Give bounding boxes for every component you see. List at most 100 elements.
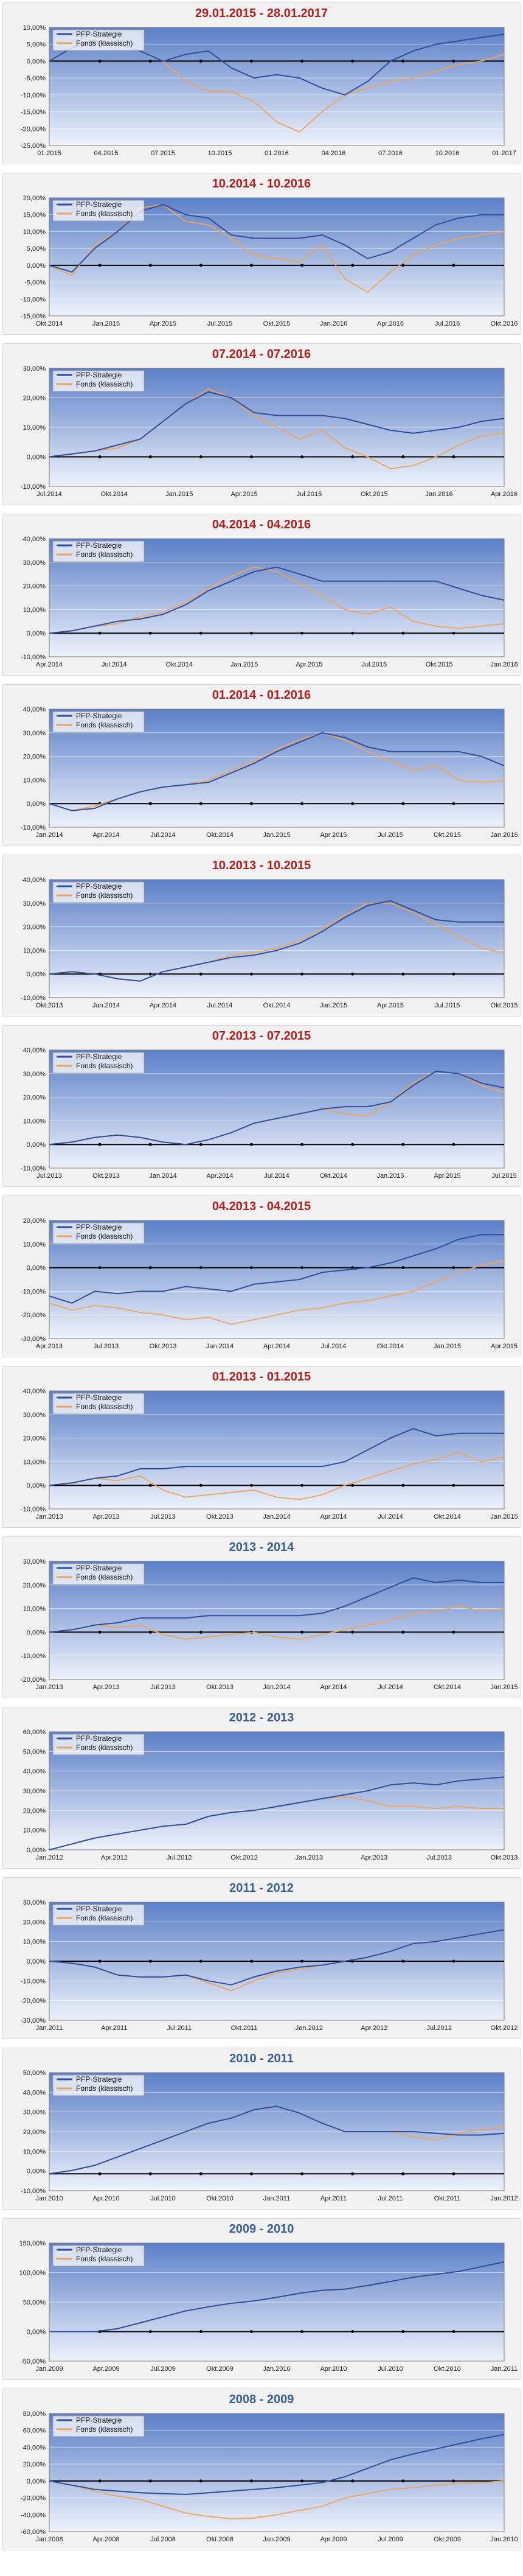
zero-line-marker (452, 802, 455, 805)
zero-line-marker (148, 264, 152, 267)
series-line-fonds (49, 388, 505, 469)
zero-line-marker (199, 59, 203, 63)
series-line-fonds (49, 1260, 505, 1325)
zero-line-marker (300, 1143, 304, 1146)
zero-line-marker (249, 2479, 253, 2483)
zero-line-marker (351, 1266, 355, 1270)
y-tick-label: 10,00% (23, 606, 46, 614)
chart-svg: 40,00%30,00%20,00%10,00%0,00%-10,00%Jan.… (21, 706, 518, 839)
y-tick-label: -10,00% (21, 654, 46, 661)
zero-line-marker (351, 972, 355, 976)
y-tick-label: 0,00% (27, 1847, 46, 1854)
zero-line-marker (401, 802, 405, 805)
legend-label: PFP-Strategie (76, 1905, 122, 1913)
chart-title: 07.2013 - 07.2015 (212, 1029, 311, 1043)
chart-title: 2011 - 2012 (229, 1881, 294, 1895)
y-tick-label: -20,00% (21, 125, 46, 133)
zero-line-marker (452, 1959, 455, 1963)
zero-line-marker (401, 631, 405, 635)
x-tick-label: Okt.2014 (320, 1172, 347, 1180)
legend-label: PFP-Strategie (76, 712, 122, 720)
x-tick-label: Jul.2014 (36, 491, 62, 498)
chart-svg: 30,00% 20,00% 10,00% 0,00% -10,00% -20,00% -30… (21, 1899, 518, 2032)
y-tick-label: 50,00% (23, 2299, 46, 2306)
x-tick-label: Apr.2014 (263, 1343, 290, 1350)
chart-svg: 80,00% 60,00% 40,00% 20,00% 0,00% -20,00% -40,… (21, 2410, 518, 2543)
x-tick-label: Jul.2013 (36, 1172, 62, 1180)
zero-line-marker (148, 631, 152, 635)
series-line-pfp-strategie (49, 1577, 504, 1633)
chart-svg: 40,00%30,00%20,00%10,00%0,00%-10,00%Jan.… (21, 1388, 518, 1521)
zero-line-marker (98, 1959, 102, 1963)
zero-line-marker (452, 264, 455, 267)
chart-panel: 01.2013 - 01.2015 40,00% 30,00% 20,00% 10,00… (2, 1366, 521, 1528)
chart-panel: 10.2014 - 10.2016 20,00% 15,00% 10,00% 5,00%… (2, 173, 521, 335)
chart-panel: 2009 - 2010 150,00% 100,00% 50,00% 0,00% -50,… (2, 2218, 521, 2380)
y-tick-label: 20,00% (23, 1435, 46, 1443)
zero-line-marker (401, 972, 405, 976)
zero-line-marker (148, 972, 152, 976)
x-tick-label: Jul.2010 (150, 2195, 176, 2202)
y-tick-label: 40,00% (23, 877, 46, 884)
x-tick-label: Apr.2009 (320, 2536, 347, 2543)
y-tick-label: -50,00% (21, 2358, 46, 2365)
legend-label: Fonds (klassisch) (76, 2084, 133, 2093)
x-tick-label: Okt.2013 (491, 1854, 518, 1861)
y-tick-label: 0,00% (27, 2168, 46, 2175)
legend-label: Fonds (klassisch) (76, 380, 133, 388)
zero-line-marker (199, 2330, 203, 2333)
x-tick-label: Okt.2009 (434, 2536, 461, 2543)
y-tick-label: -10,00% (21, 1288, 46, 1295)
x-tick-label: Okt.2014 (36, 320, 63, 327)
zero-line-marker (148, 2172, 152, 2175)
legend-label: PFP-Strategie (76, 2075, 122, 2084)
zero-line-marker (98, 1630, 102, 1634)
zero-line-marker (148, 455, 152, 458)
zero-line-marker (199, 1266, 203, 1270)
x-tick-label: Jul.2013 (426, 1854, 452, 1861)
y-tick-label: 0,00% (27, 971, 46, 978)
x-tick-label: Jul.2012 (426, 2025, 452, 2032)
zero-line-marker (249, 455, 253, 458)
x-tick-label: Okt.2013 (150, 1343, 177, 1350)
zero-line-marker (401, 2330, 405, 2333)
x-tick-label: Apr.2015 (434, 1172, 460, 1180)
x-tick-label: Jan.2012 (296, 2025, 323, 2032)
zero-line-marker (401, 455, 405, 458)
y-tick-label: 10,00% (23, 1827, 46, 1835)
x-tick-label: Okt.2012 (230, 1854, 258, 1861)
zero-line-marker (300, 59, 304, 63)
x-tick-label: Jan.2011 (263, 2195, 290, 2202)
zero-line-marker (401, 264, 405, 267)
zero-line-marker (199, 455, 203, 458)
zero-line-marker (351, 455, 355, 458)
y-tick-label: 30,00% (23, 2109, 46, 2116)
series-line-fonds (49, 1605, 505, 1640)
y-tick-label: -10,00% (21, 2188, 46, 2195)
x-tick-label: Okt.2010 (434, 2365, 461, 2373)
y-tick-label: -10,00% (21, 824, 46, 831)
y-tick-label: 0,00% (27, 454, 46, 461)
y-tick-label: -5,00% (24, 75, 46, 82)
y-tick-label: 20,00% (23, 195, 46, 202)
zero-line-marker (148, 1266, 152, 1270)
zero-line-marker (401, 1483, 405, 1487)
x-tick-label: Apr.2015 (491, 1343, 518, 1350)
chart-svg: 20,00%10,00%0,00%-10,00%-20,00%-30,00%Ap… (21, 1217, 518, 1350)
y-tick-label: -10,00% (21, 1653, 46, 1660)
y-tick-label: 15,00% (23, 212, 46, 219)
y-tick-label: -60,00% (21, 2529, 46, 2536)
x-tick-label: Apr.2013 (361, 1854, 387, 1861)
y-tick-label: -15,00% (21, 109, 46, 116)
y-tick-label: -10,00% (21, 483, 46, 491)
chart-title: 10.2013 - 10.2015 (212, 859, 311, 872)
y-tick-label: 0,00% (27, 1141, 46, 1149)
zero-line-marker (300, 1483, 304, 1487)
chart-svg: 20,00% 15,00% 10,00% 5,00% 0,00% -5,00% -10,00… (21, 195, 518, 327)
legend-label: Fonds (klassisch) (76, 1232, 133, 1241)
chart-panel: 07.2014 - 07.2016 30,00% 20,00% 10,00% 0,00%… (2, 343, 521, 505)
x-tick-label: Jan.2014 (149, 1172, 176, 1180)
x-tick-label: Okt.2011 (231, 2025, 258, 2032)
legend (52, 541, 145, 562)
